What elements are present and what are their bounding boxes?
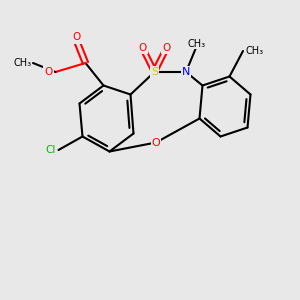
Text: S: S (151, 67, 158, 77)
Text: CH₃: CH₃ (14, 58, 32, 68)
Text: N: N (182, 67, 190, 77)
Text: O: O (162, 43, 171, 53)
Text: CH₃: CH₃ (188, 38, 206, 49)
Text: O: O (152, 137, 160, 148)
Text: O: O (44, 67, 52, 77)
Text: CH₃: CH₃ (246, 46, 264, 56)
Text: O: O (72, 32, 81, 43)
Text: Cl: Cl (45, 145, 56, 155)
Text: O: O (138, 43, 147, 53)
